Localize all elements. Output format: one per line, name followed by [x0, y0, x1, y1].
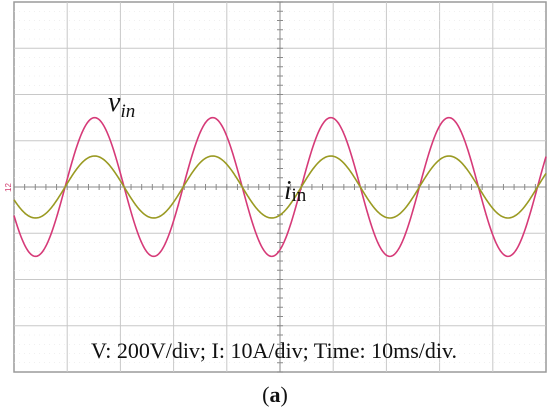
caption-close: ): [280, 382, 288, 407]
grid: [13, 1, 547, 373]
traces: [13, 116, 547, 258]
caption-open: (: [262, 382, 270, 407]
figure-caption: (a): [0, 382, 550, 408]
series-vin-line: [13, 116, 547, 258]
oscilloscope-plot: 12 vin iin V: 200V/div; I: 10A/div; Time…: [4, 1, 547, 373]
vin-label-sub: in: [120, 101, 135, 122]
iin-label: iin: [284, 175, 307, 206]
scale-annotation: V: 200V/div; I: 10A/div; Time: 10ms/div.: [91, 338, 457, 363]
caption-letter: a: [269, 382, 281, 407]
iin-label-sub: in: [292, 185, 307, 206]
vin-label-main: v: [108, 87, 121, 118]
vin-label: vin: [108, 87, 135, 122]
channel-marker: 12: [4, 183, 13, 192]
iin-label-main: i: [284, 175, 292, 205]
series-iin-line: [13, 155, 547, 219]
